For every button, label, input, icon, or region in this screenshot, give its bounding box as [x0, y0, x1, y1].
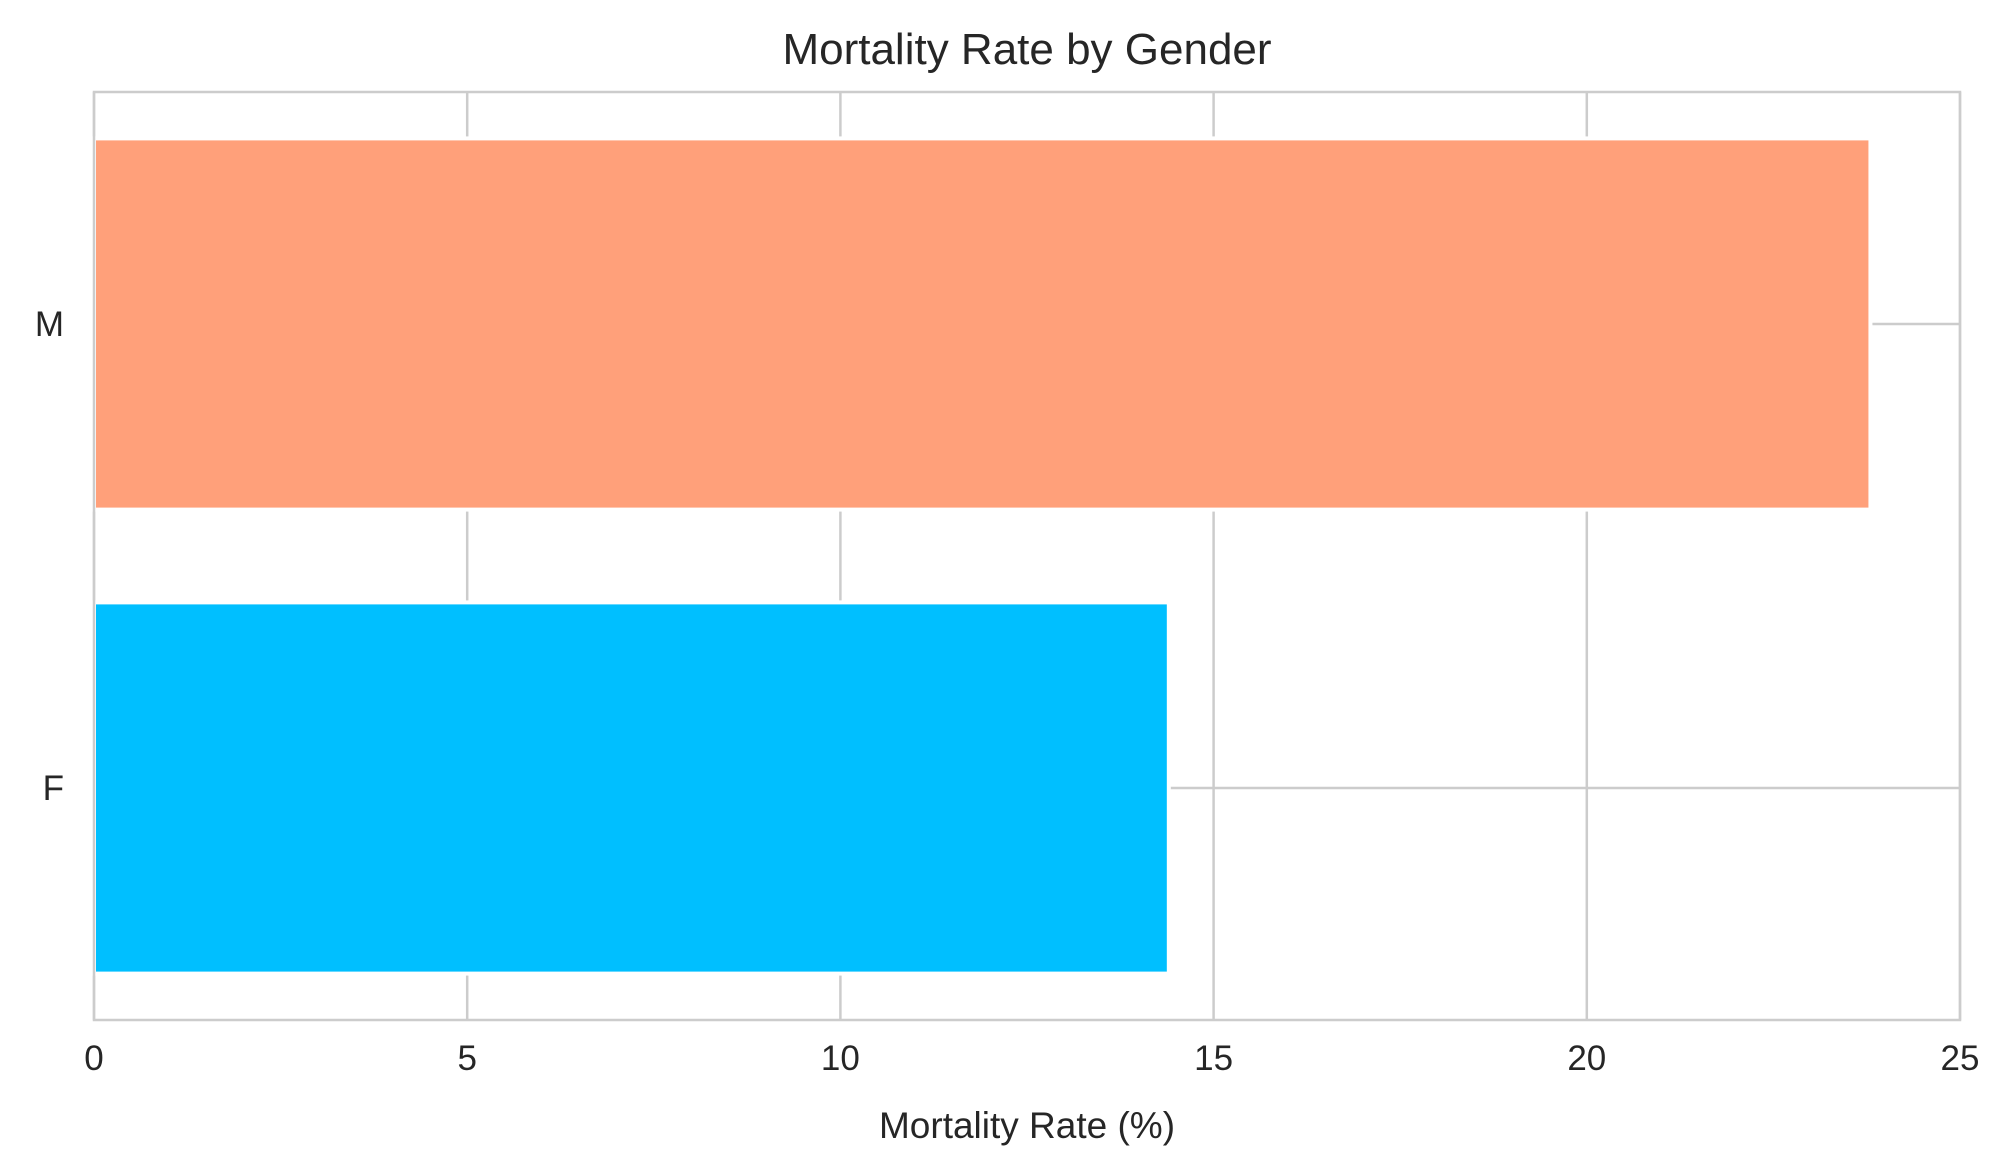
x-tick-label: 15 — [1194, 1039, 1233, 1078]
x-tick-labels: 0 5 10 15 20 25 — [84, 1039, 1979, 1078]
x-tick-label: 25 — [1941, 1039, 1980, 1078]
y-tick-label: M — [35, 305, 64, 344]
bar-f — [92, 600, 1171, 976]
bars — [92, 136, 1873, 976]
x-tick-label: 0 — [84, 1039, 103, 1078]
bar-m — [92, 136, 1873, 512]
y-tick-labels: MF — [35, 305, 64, 808]
x-axis-label: Mortality Rate (%) — [879, 1105, 1175, 1146]
x-tick-label: 5 — [457, 1039, 476, 1078]
x-tick-label: 10 — [821, 1039, 860, 1078]
chart-title: Mortality Rate by Gender — [782, 25, 1271, 74]
x-tick-label: 20 — [1567, 1039, 1606, 1078]
plot-area-frame — [92, 90, 1962, 1022]
y-tick-label: F — [43, 769, 64, 808]
